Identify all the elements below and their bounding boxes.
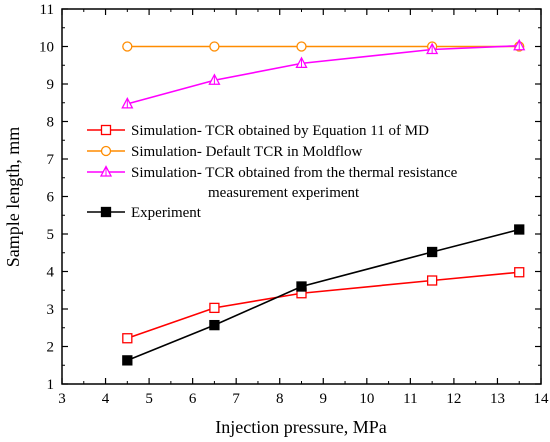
legend-entry-1: Simulation- Default TCR in Moldflow <box>87 144 363 160</box>
y-tick-label: 2 <box>47 340 55 356</box>
y-tick-label: 7 <box>47 152 55 168</box>
legend-entry-3: Experiment <box>87 205 202 221</box>
x-tick-label: 11 <box>403 391 417 407</box>
y-tick-label: 8 <box>47 115 55 131</box>
data-point <box>514 267 525 278</box>
data-point <box>426 246 438 258</box>
legend-label: Simulation- TCR obtained from the therma… <box>131 165 458 181</box>
y-axis-title: Sample length, mm <box>3 127 23 267</box>
series-0 <box>122 267 525 344</box>
x-tick-label: 14 <box>534 391 550 407</box>
data-point <box>296 281 307 292</box>
data-point <box>122 333 133 344</box>
data-point <box>209 41 220 52</box>
series-layer <box>121 38 526 366</box>
y-tick-label: 3 <box>47 302 55 318</box>
series-3 <box>122 224 525 366</box>
legend-label: Experiment <box>131 205 202 221</box>
series-line <box>127 44 520 105</box>
x-tick-label: 3 <box>58 391 66 407</box>
legend-marker <box>99 165 113 177</box>
data-point <box>296 41 307 52</box>
y-tick-label: 10 <box>39 40 54 56</box>
x-tick-label: 5 <box>145 391 153 407</box>
y-tick-label: 5 <box>47 227 55 243</box>
x-tick-label: 4 <box>102 391 110 407</box>
data-point <box>121 96 134 109</box>
legend-label: Simulation- Default TCR in Moldflow <box>131 144 363 160</box>
data-point <box>426 275 438 286</box>
legend-label-line2: measurement experiment <box>208 185 360 201</box>
series-1 <box>122 41 525 52</box>
y-tick-label: 4 <box>47 265 55 281</box>
data-point <box>209 319 220 331</box>
data-point <box>208 73 221 85</box>
data-point <box>209 302 220 314</box>
data-point <box>295 56 308 69</box>
x-tick-label: 8 <box>276 391 284 407</box>
series-2 <box>121 38 526 109</box>
x-tick-label: 9 <box>320 391 328 407</box>
x-tick-label: 10 <box>359 391 374 407</box>
legend-marker <box>100 145 112 157</box>
y-tick-label: 6 <box>47 190 55 206</box>
y-tick-label: 9 <box>47 77 55 93</box>
data-point <box>514 224 525 235</box>
x-axis-title: Injection pressure, MPa <box>215 417 386 437</box>
x-tick-label: 6 <box>189 391 197 407</box>
series-line <box>127 228 520 362</box>
series-line <box>127 271 520 340</box>
x-tick-label: 7 <box>232 391 240 407</box>
data-point <box>513 38 526 51</box>
x-tick-label: 12 <box>446 391 461 407</box>
legend-marker <box>100 124 112 136</box>
legend-entry-2: Simulation- TCR obtained from the therma… <box>87 165 458 201</box>
data-point <box>426 42 439 55</box>
data-point <box>122 355 133 366</box>
legend-entry-0: Simulation- TCR obtained by Equation 11 … <box>87 123 429 139</box>
data-point <box>122 41 133 52</box>
y-tick-label: 1 <box>47 377 55 393</box>
legend-marker <box>100 206 112 218</box>
legend: Simulation- TCR obtained by Equation 11 … <box>87 123 458 221</box>
y-tick-label: 11 <box>40 2 54 18</box>
legend-label: Simulation- TCR obtained by Equation 11 … <box>131 123 429 139</box>
x-tick-label: 13 <box>490 391 505 407</box>
